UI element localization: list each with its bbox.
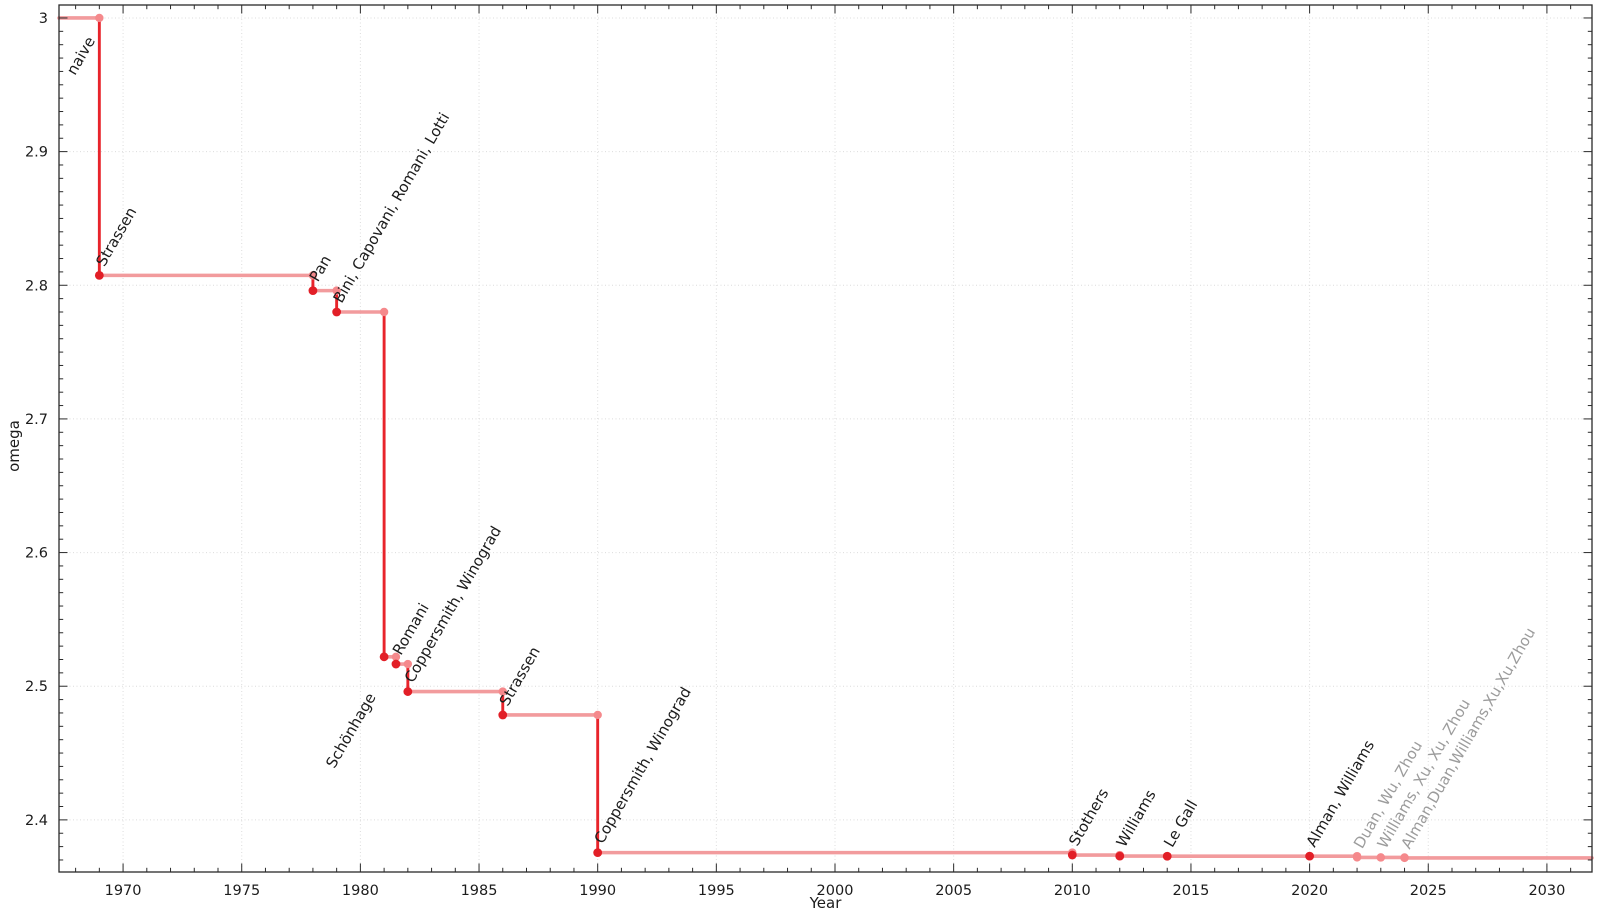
x-tick-label: 2025 — [1410, 883, 1447, 899]
x-tick-label: 1980 — [342, 883, 379, 899]
point-label: Bini, Capovani, Romani, Lotti — [330, 110, 454, 306]
x-tick-label: 2020 — [1291, 883, 1328, 899]
tick-labels: 1970 1975 1980 1985 1990 1995 2000 2005 2010 2015… — [25, 11, 1565, 899]
data-point-marker — [94, 270, 104, 280]
step-corner-marker — [332, 286, 341, 295]
point-label: Pan — [306, 252, 335, 284]
data-point-marker — [1400, 853, 1409, 863]
point-label: naive — [63, 34, 99, 78]
point-label: Alman,Duan,Williams,Xu,Xu,Zhou — [1397, 625, 1539, 852]
data-point-marker — [498, 710, 508, 720]
step-line-drop-segments — [97, 17, 1406, 858]
step-corner-marker — [308, 271, 318, 280]
y-tick-label: 2.8 — [25, 278, 48, 294]
point-label: Williams — [1113, 787, 1160, 851]
data-point-marker — [379, 652, 389, 662]
axis-ticks — [59, 5, 1592, 872]
step-line-horizontal-segments — [57, 16, 1594, 860]
point-label: Schönhage — [322, 690, 379, 771]
data-point-marker — [308, 286, 318, 296]
x-tick-label: 1975 — [223, 883, 260, 899]
y-tick-label: 2.4 — [25, 813, 48, 829]
y-axis-title: omega — [5, 420, 23, 472]
x-tick-label: 1990 — [579, 883, 616, 899]
data-point-marker — [1376, 853, 1385, 862]
data-point-marker — [1162, 851, 1172, 861]
x-tick-label: 1995 — [698, 883, 735, 899]
point-label: Le Gall — [1160, 797, 1201, 850]
y-tick-label: 2.6 — [25, 546, 48, 562]
x-axis-title: Year — [809, 894, 842, 912]
data-point-marker — [1352, 853, 1362, 862]
data-point-marker — [1067, 850, 1077, 860]
data-point-marker — [1115, 851, 1125, 861]
step-corner-marker — [95, 13, 104, 23]
step-corner-marker — [593, 710, 602, 720]
x-tick-label: 2015 — [1172, 883, 1209, 899]
data-point-marker — [332, 307, 342, 317]
step-corner-marker — [391, 652, 401, 662]
point-label: Coppersmith, Winograd — [591, 684, 695, 847]
x-tick-label: 1985 — [461, 883, 498, 899]
point-label: Strassen — [496, 644, 544, 709]
step-corner-marker — [403, 659, 413, 669]
data-point-marker — [1305, 851, 1315, 861]
y-tick-label: 2.5 — [25, 679, 48, 695]
step-corner-markers — [95, 13, 1409, 862]
data-point-marker — [403, 687, 413, 696]
data-point-markers — [94, 270, 1409, 863]
x-tick-label: 2000 — [817, 883, 854, 899]
plot-frame — [58, 4, 1593, 873]
data-point-marker — [593, 848, 603, 858]
data-point-marker — [391, 659, 401, 669]
grid — [59, 5, 1592, 872]
y-tick-label: 3 — [39, 11, 48, 27]
x-tick-label: 1970 — [105, 883, 142, 899]
x-tick-label: 2005 — [935, 883, 972, 899]
x-tick-label: 2030 — [1528, 883, 1565, 899]
y-tick-label: 2.7 — [25, 412, 48, 428]
x-tick-label: 2010 — [1054, 883, 1091, 899]
step-corner-marker — [498, 687, 507, 696]
y-tick-label: 2.9 — [25, 145, 48, 161]
step-corner-marker — [379, 307, 389, 317]
